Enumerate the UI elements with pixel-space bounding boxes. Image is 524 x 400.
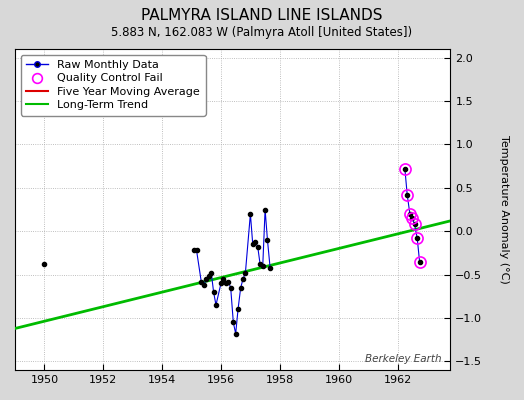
Legend: Raw Monthly Data, Quality Control Fail, Five Year Moving Average, Long-Term Tren: Raw Monthly Data, Quality Control Fail, … <box>20 54 205 116</box>
Text: PALMYRA ISLAND LINE ISLANDS: PALMYRA ISLAND LINE ISLANDS <box>141 8 383 23</box>
Text: Berkeley Earth: Berkeley Earth <box>365 354 442 364</box>
Y-axis label: Temperature Anomaly (°C): Temperature Anomaly (°C) <box>499 135 509 284</box>
Text: 5.883 N, 162.083 W (Palmyra Atoll [United States]): 5.883 N, 162.083 W (Palmyra Atoll [Unite… <box>112 26 412 39</box>
